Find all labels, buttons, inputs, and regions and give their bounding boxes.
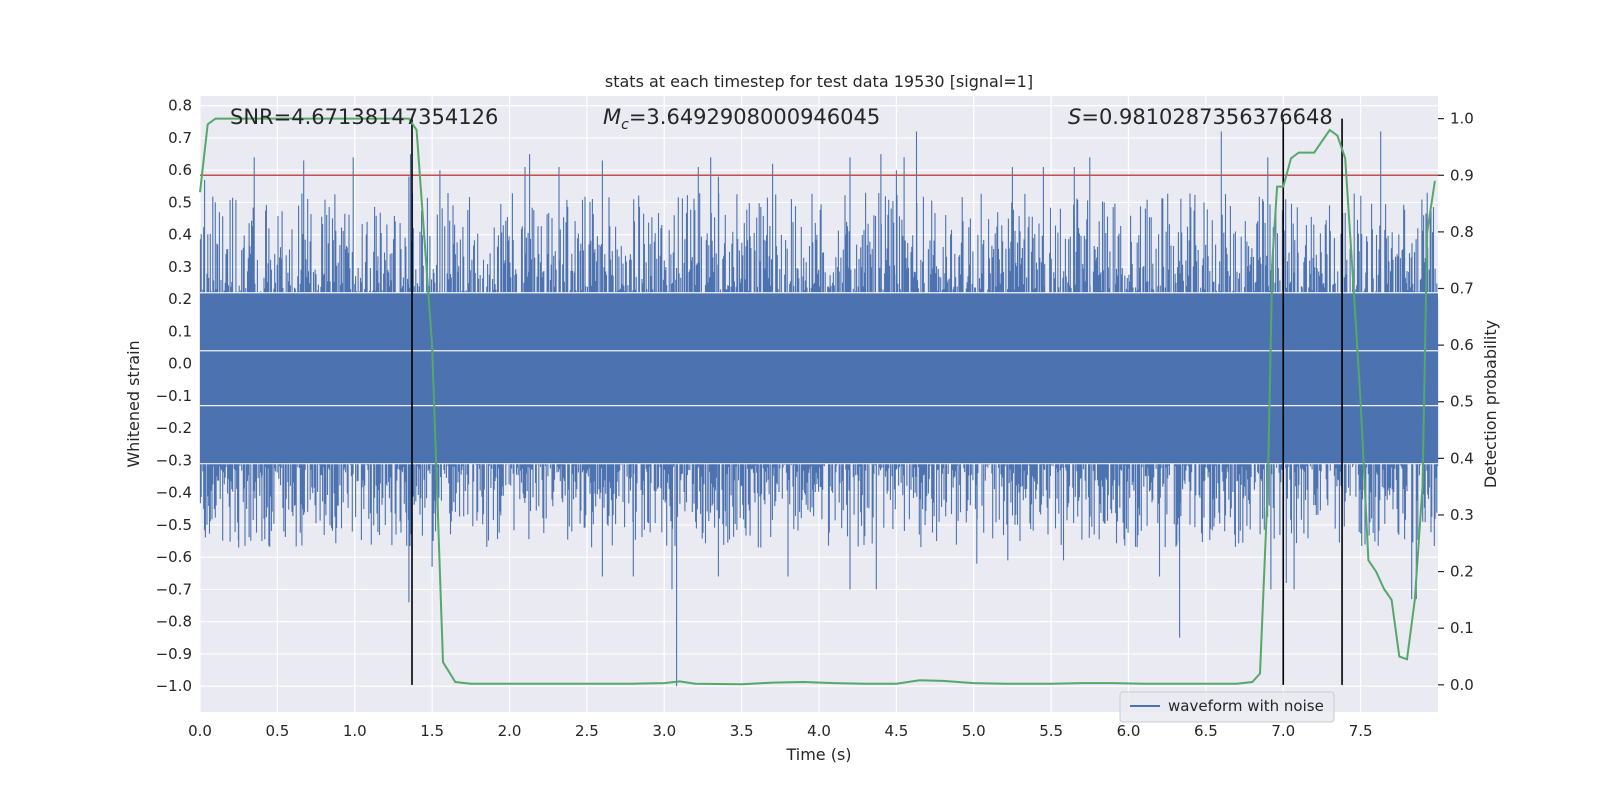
y-tick-label: −0.2	[156, 419, 192, 437]
y-tick-label: −0.3	[156, 451, 192, 469]
legend-label: waveform with noise	[1168, 697, 1324, 715]
y-tick-label: −0.8	[156, 613, 192, 631]
x-tick-label: 4.5	[884, 722, 908, 740]
x-tick-label: 7.5	[1349, 722, 1373, 740]
x-tick-label: 5.0	[962, 722, 986, 740]
y2-axis-label: Detection probability	[1481, 320, 1500, 488]
x-tick-label: 2.5	[575, 722, 599, 740]
chart-title: stats at each timestep for test data 195…	[605, 72, 1033, 91]
y-tick-label: 0.2	[168, 290, 192, 308]
y-axis-label: Whitened strain	[124, 340, 143, 467]
y2-tick-label: 0.8	[1450, 223, 1474, 241]
x-tick-label: 1.0	[343, 722, 367, 740]
y-tick-labels: 0.8 0.7 0.6 0.5 0.4 0.3 0.2 0.1 0.0 −0.1 −0.2 −0.3 −…	[156, 97, 192, 696]
legend-box	[1119, 691, 1335, 723]
y2-tick-label: 0.2	[1450, 563, 1474, 581]
y-tick-label: 0.5	[168, 193, 192, 211]
y-tick-label: −0.4	[156, 484, 192, 502]
x-tick-label: 1.5	[420, 722, 444, 740]
y-tick-label: 0.3	[168, 258, 192, 276]
x-tick-label: 6.5	[1194, 722, 1218, 740]
chirp-mass-symbol: M	[603, 105, 621, 129]
y2-tick-labels: 1.0 0.9 0.8 0.7 0.6 0.5 0.4 0.3 0.2 0.1 0.0	[1438, 110, 1474, 694]
y2-tick-label: 0.1	[1450, 619, 1474, 637]
y-tick-label: 0.7	[168, 129, 192, 147]
probability-line	[199, 117, 1436, 686]
s-symbol: S	[1068, 105, 1081, 129]
y-tick-label: −0.9	[156, 645, 192, 663]
x-tick-label: 3.5	[730, 722, 754, 740]
legend: waveform with noise	[1119, 691, 1335, 723]
x-tick-label: 7.0	[1271, 722, 1295, 740]
y2-tick-label: 0.0	[1450, 676, 1474, 694]
x-tick-label: 3.0	[652, 722, 676, 740]
y-tick-label: −0.6	[156, 548, 192, 566]
waveform-series	[199, 131, 1439, 687]
y2-tick-label: 1.0	[1450, 110, 1474, 128]
y2-tick-label: 0.7	[1450, 280, 1474, 298]
y-tick-label: 0.8	[168, 97, 192, 115]
x-tick-label: 2.0	[498, 722, 522, 740]
x-tick-label: 6.0	[1117, 722, 1141, 740]
y2-tick-label: 0.4	[1450, 449, 1474, 467]
chirp-mass-value: =3.6492908000946045	[629, 105, 880, 129]
y-tick-label: 0.1	[168, 322, 192, 340]
x-axis-label: Time (s)	[785, 745, 851, 764]
x-tick-label: 0.5	[265, 722, 289, 740]
y2-tick-label: 0.9	[1450, 166, 1474, 184]
chirp-mass-annotation: Mc=3.6492908000946045	[603, 105, 880, 133]
y-tick-label: −0.1	[156, 387, 192, 405]
x-tick-label: 0.0	[188, 722, 212, 740]
y2-tick-label: 0.5	[1450, 393, 1474, 411]
y2-tick-label: 0.6	[1450, 336, 1474, 354]
y-tick-label: −0.7	[156, 580, 192, 598]
x-tick-labels: 0.0 0.5 1.0 1.5 2.0 2.5 3.0 3.5 4.0 4.5 5.0 5.5 6.0 6…	[188, 722, 1372, 740]
s-value: =0.9810287356376648	[1081, 105, 1332, 129]
waveform-trace	[199, 131, 1439, 687]
x-tick-label: 5.5	[1039, 722, 1063, 740]
y-tick-label: 0.6	[168, 161, 192, 179]
chirp-mass-subscript: c	[621, 117, 629, 133]
x-tick-label: 4.0	[807, 722, 831, 740]
vertical-markers	[411, 118, 1343, 685]
y-tick-label: 0.4	[168, 226, 192, 244]
y-tick-label: −1.0	[156, 677, 192, 695]
y2-tick-label: 0.3	[1450, 506, 1474, 524]
y-tick-label: 0.0	[168, 355, 192, 373]
s-annotation: S=0.9810287356376648	[1068, 105, 1333, 129]
snr-annotation: SNR=4.67138147354126	[230, 105, 498, 129]
y-tick-label: −0.5	[156, 516, 192, 534]
